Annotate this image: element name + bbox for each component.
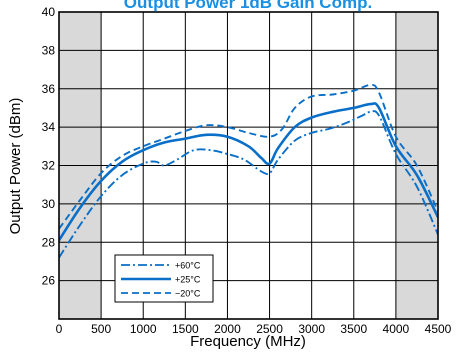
x-tick-label: 3500: [340, 322, 367, 336]
x-tick-label: 0: [56, 322, 63, 336]
y-tick-label: 40: [42, 5, 56, 19]
legend-label: +60°C: [175, 261, 201, 271]
y-tick-label: 36: [42, 82, 56, 96]
series-line-1: [59, 102, 438, 242]
x-tick-label: 1000: [130, 322, 157, 336]
y-tick-label: 34: [42, 120, 56, 134]
x-tick-label: 4000: [383, 322, 410, 336]
x-axis-label: Frequency (MHz): [190, 333, 306, 350]
y-tick-label: 32: [42, 159, 56, 173]
y-tick-label: 30: [42, 197, 56, 211]
plot-frame: [58, 11, 439, 320]
legend-label: −20°C: [175, 289, 201, 299]
x-tick-label: 500: [91, 322, 111, 336]
series-line-2: [59, 83, 438, 230]
chart-title: Output Power 1dB Gain Comp.: [124, 0, 372, 12]
y-tick-label: 28: [42, 235, 56, 249]
y-tick-label: 38: [42, 43, 56, 57]
y-tick-label: 26: [42, 274, 56, 288]
x-tick-label: 2500: [256, 322, 283, 336]
y-axis-label: Output Power (dBm): [7, 98, 24, 235]
x-tick-label: 4500: [425, 322, 452, 336]
x-tick-label: 1500: [172, 322, 199, 336]
x-tick-label: 2000: [214, 322, 241, 336]
x-tick-label: 3000: [298, 322, 325, 336]
series-line-0: [59, 110, 438, 259]
legend-label: +25°C: [175, 275, 201, 285]
